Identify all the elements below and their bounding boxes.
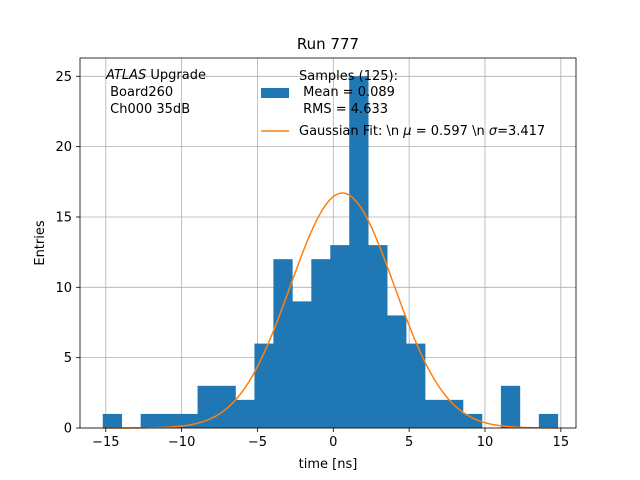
- y-axis-title: Entries: [33, 220, 48, 266]
- histogram-bar: [311, 259, 331, 428]
- histogram-bar: [159, 413, 179, 428]
- legend-mean-label: Mean = 0.089: [299, 85, 395, 100]
- histogram-bar: [368, 245, 388, 428]
- legend-rms-label: RMS = 4.633: [299, 102, 388, 117]
- sigma-symbol: σ: [489, 124, 498, 139]
- experiment-label: ATLAS: [105, 68, 146, 83]
- histogram-bar: [330, 245, 350, 428]
- gaussian-fit-curve: [102, 192, 558, 429]
- y-tick-label: 0: [64, 422, 72, 437]
- histogram-bar: [425, 399, 445, 428]
- legend-samples-label: Samples (125):: [299, 69, 398, 84]
- x-tick-label: 15: [553, 435, 570, 450]
- svg-text:ATLAS Upgrade: ATLAS Upgrade: [105, 68, 206, 83]
- x-tick-label: −5: [248, 435, 267, 450]
- experiment-suffix: Upgrade: [146, 68, 206, 83]
- histogram-bar: [462, 413, 483, 428]
- board-label: Board260: [106, 85, 173, 100]
- mu-symbol: μ: [402, 124, 411, 139]
- histogram-bar: [406, 343, 426, 428]
- plot-frame: [79, 57, 577, 429]
- x-tick-label: −10: [168, 435, 195, 450]
- experiment-annotation: ATLAS Upgrade Board260 Ch000 35dB: [105, 68, 206, 117]
- histogram-bar: [538, 413, 559, 428]
- chart-title: Run 777: [297, 35, 359, 53]
- histogram-bar: [349, 76, 369, 428]
- histogram-bar: [387, 315, 407, 428]
- y-tick-label: 20: [55, 140, 72, 155]
- histogram-bar: [216, 385, 236, 428]
- y-tick-label: 10: [55, 281, 72, 296]
- x-axis-title: time [ns]: [299, 457, 358, 472]
- y-tick-label: 25: [55, 70, 72, 85]
- histogram-bar: [500, 385, 521, 428]
- y-axis-ticks: 0 5 10 15 20 25: [55, 70, 80, 437]
- histogram-bar: [292, 301, 312, 428]
- histogram-bar: [273, 259, 293, 428]
- legend-fit-label: Gaussian Fit: \n μ = 0.597 \n σ=3.417: [299, 124, 545, 139]
- fit-label-prefix: Gaussian Fit: \n: [299, 124, 403, 139]
- legend-histogram-swatch: [261, 88, 289, 98]
- x-tick-label: 5: [405, 435, 413, 450]
- x-tick-label: 10: [477, 435, 494, 450]
- histogram-bar: [197, 385, 217, 428]
- x-tick-label: 0: [329, 435, 337, 450]
- y-tick-label: 15: [55, 210, 72, 225]
- histogram-bar: [254, 343, 274, 428]
- y-tick-label: 5: [64, 351, 72, 366]
- histogram-bar: [235, 399, 255, 428]
- histogram-bar: [102, 413, 123, 428]
- legend: Samples (125): Mean = 0.089 RMS = 4.633 …: [261, 69, 545, 139]
- histogram-bar: [140, 413, 160, 428]
- x-tick-label: −15: [92, 435, 119, 450]
- histogram-bars: [102, 76, 559, 428]
- channel-label: Ch000 35dB: [106, 102, 190, 117]
- x-axis-ticks: −15 −10 −5 0 5 10 15: [92, 428, 569, 450]
- sigma-value: =3.417: [497, 124, 545, 139]
- histogram-bar: [444, 399, 464, 428]
- mu-value: = 0.597 \n: [412, 124, 489, 139]
